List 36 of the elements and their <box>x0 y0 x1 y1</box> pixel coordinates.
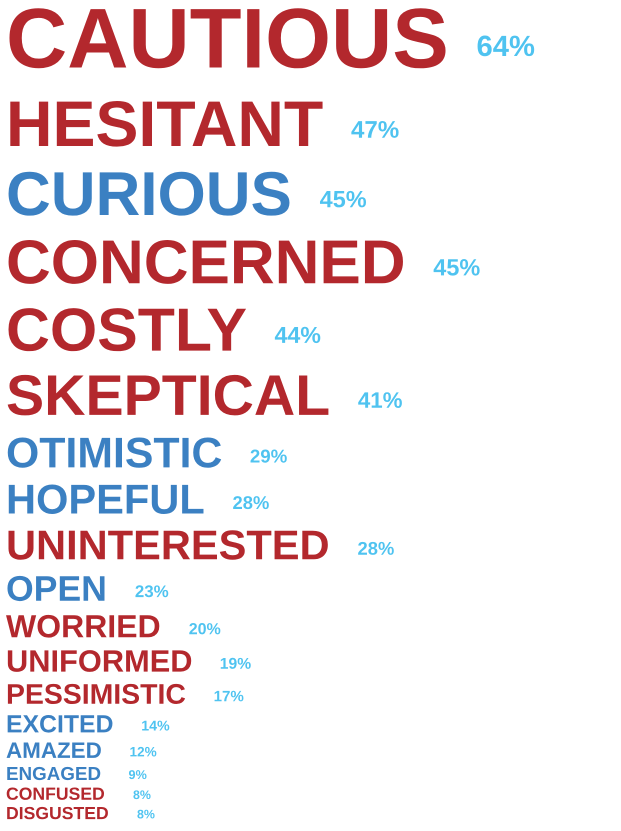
category-label: DISGUSTED <box>7 806 108 820</box>
data-label: 20% <box>189 623 220 634</box>
category-label: CAUTIOUS <box>9 8 446 68</box>
category-label: ENGAGED <box>7 766 100 780</box>
category-label: HOPEFUL <box>8 484 204 514</box>
data-label: 9% <box>128 770 147 780</box>
data-label: 44% <box>274 326 320 344</box>
category-label: CURIOUS <box>8 172 290 216</box>
category-label: WORRIED <box>6 614 160 638</box>
data-label: 12% <box>130 746 156 757</box>
data-label: 41% <box>358 392 402 408</box>
data-label: 45% <box>434 259 480 276</box>
category-label: OPEN <box>7 576 104 602</box>
category-label: EXCITED <box>8 715 112 733</box>
category-label: UNINTERESTED <box>8 530 328 560</box>
data-label: 64% <box>478 36 534 56</box>
category-label: COSTLY <box>8 308 246 352</box>
data-label: 47% <box>351 120 399 138</box>
data-label: 14% <box>142 720 170 731</box>
category-label: UNIFORMED <box>8 650 192 672</box>
data-label: 28% <box>233 496 269 510</box>
data-label: 19% <box>220 658 251 669</box>
category-label: CONCERNED <box>8 240 403 284</box>
data-label: 17% <box>214 690 244 702</box>
data-label: 45% <box>320 190 366 208</box>
data-label: 8% <box>133 790 151 800</box>
data-label: 23% <box>135 585 168 598</box>
category-label: PESSIMISTIC <box>8 684 186 704</box>
data-label: 29% <box>250 450 287 463</box>
category-label: AMAZED <box>6 742 101 758</box>
category-label: SKEPTICAL <box>8 374 328 416</box>
data-label: 8% <box>137 810 155 818</box>
data-label: 28% <box>358 542 394 555</box>
category-label: OTIMISTIC <box>8 437 222 468</box>
category-label: HESITANT <box>10 100 323 147</box>
category-label: CONFUSED <box>6 787 104 800</box>
